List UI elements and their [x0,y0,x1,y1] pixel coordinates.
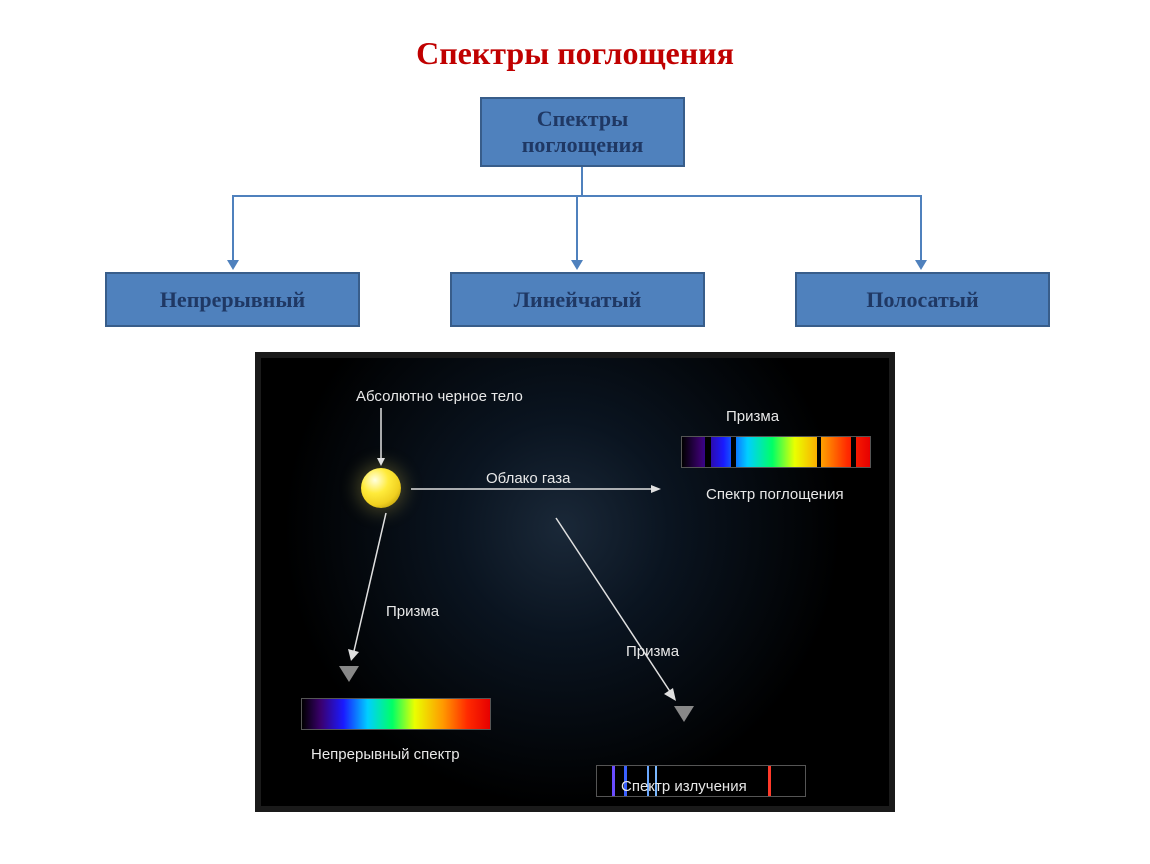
absorption-line [705,437,711,467]
label-absorption-spectrum: Спектр поглощения [706,486,844,503]
flow-root-box: Спектры поглощения [480,97,685,167]
illustration: Абсолютно черное тело Облако газа Призма… [261,358,889,806]
label-blackbody: Абсолютно черное тело [356,388,523,405]
label-prism-left: Призма [386,603,439,620]
label-continuous-spectrum: Непрерывный спектр [311,746,460,763]
prism-icon [674,706,694,722]
connector [576,195,578,260]
arrow-icon [556,518,686,708]
flow-child-continuous: Непрерывный [105,272,360,327]
arrowhead-icon [571,260,583,270]
absorption-line [731,437,736,467]
continuous-spectrum [301,698,491,730]
illustration-panel: Абсолютно черное тело Облако газа Призма… [255,352,895,812]
emission-line [768,766,771,796]
prism-icon [339,666,359,682]
label-emission-spectrum: Спектр излучения [621,778,747,795]
arrow-icon [411,484,661,494]
connector [920,195,922,260]
absorption-line [817,437,821,467]
label-prism-right: Призма [626,643,679,660]
absorption-spectrum [681,436,871,468]
connector [581,167,583,195]
arrow-icon [346,513,416,663]
flow-child-line: Линейчатый [450,272,705,327]
arrowhead-icon [915,260,927,270]
absorption-line [851,437,856,467]
arrowhead-icon [227,260,239,270]
flowchart: Спектры поглощения Непрерывный Линейчаты… [0,97,1150,337]
flow-child-banded: Полосатый [795,272,1050,327]
blackbody-icon [361,468,401,508]
label-prism-top: Призма [726,408,779,425]
page-title: Спектры поглощения [0,0,1150,72]
arrow-icon [376,408,386,466]
connector [232,195,234,260]
emission-line [612,766,615,796]
